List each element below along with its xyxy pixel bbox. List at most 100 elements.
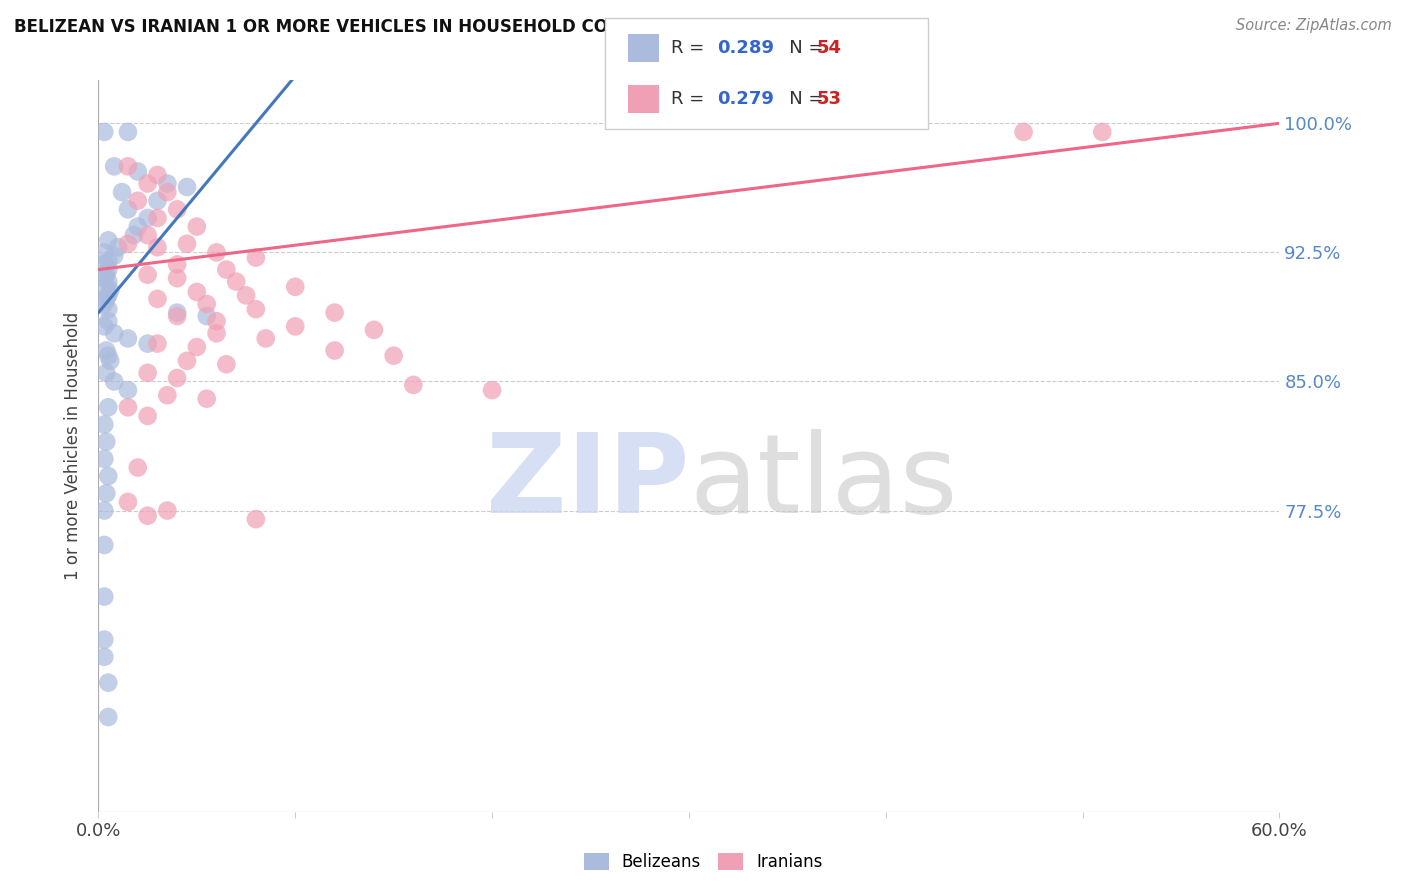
Point	[136, 177, 159, 191]
Point	[254, 331, 277, 345]
Point	[205, 314, 228, 328]
Point	[166, 309, 188, 323]
Point	[117, 125, 139, 139]
Point	[215, 357, 238, 371]
Point	[205, 326, 228, 341]
Point	[97, 675, 120, 690]
Point	[176, 353, 198, 368]
Text: R =: R =	[671, 90, 710, 108]
Point	[176, 236, 198, 251]
Point	[186, 285, 208, 299]
Point	[117, 383, 139, 397]
Point	[323, 305, 346, 319]
Point	[146, 211, 169, 225]
Point	[117, 202, 139, 217]
Point	[97, 349, 120, 363]
Point	[96, 486, 118, 500]
Point	[122, 228, 145, 243]
Point	[363, 323, 385, 337]
Point	[103, 326, 125, 341]
Point	[96, 280, 118, 294]
Text: Source: ZipAtlas.com: Source: ZipAtlas.com	[1236, 18, 1392, 33]
Text: N =: N =	[772, 39, 830, 57]
Point	[93, 503, 115, 517]
Point	[481, 383, 503, 397]
Point	[103, 159, 125, 173]
Point	[215, 262, 238, 277]
Text: ZIP: ZIP	[485, 429, 689, 536]
Point	[97, 233, 120, 247]
Point	[205, 245, 228, 260]
Point	[245, 251, 267, 265]
Text: 53: 53	[817, 90, 842, 108]
Legend: Belizeans, Iranians: Belizeans, Iranians	[575, 845, 831, 880]
Point	[117, 401, 139, 415]
Point	[93, 257, 115, 271]
Point	[166, 305, 188, 319]
Point	[323, 343, 346, 358]
Point	[235, 288, 257, 302]
Point	[382, 349, 405, 363]
Point	[93, 271, 115, 285]
Point	[93, 245, 115, 260]
Point	[136, 508, 159, 523]
Point	[1012, 125, 1035, 139]
Point	[93, 538, 115, 552]
Y-axis label: 1 or more Vehicles in Household: 1 or more Vehicles in Household	[65, 312, 83, 580]
Point	[117, 159, 139, 173]
Text: 0.279: 0.279	[717, 90, 773, 108]
Point	[136, 268, 159, 282]
Point	[93, 125, 115, 139]
Point	[93, 297, 115, 311]
Text: R =: R =	[671, 39, 710, 57]
Text: 54: 54	[817, 39, 842, 57]
Point	[97, 302, 120, 317]
Point	[195, 309, 218, 323]
Point	[93, 417, 115, 432]
Point	[136, 211, 159, 225]
Point	[93, 451, 115, 466]
Point	[146, 240, 169, 254]
Point	[166, 202, 188, 217]
Point	[98, 283, 121, 297]
Point	[195, 297, 218, 311]
Point	[117, 495, 139, 509]
Text: BELIZEAN VS IRANIAN 1 OR MORE VEHICLES IN HOUSEHOLD CORRELATION CHART: BELIZEAN VS IRANIAN 1 OR MORE VEHICLES I…	[14, 18, 780, 36]
Point	[284, 319, 307, 334]
Point	[176, 180, 198, 194]
Point	[136, 366, 159, 380]
Point	[127, 219, 149, 234]
Point	[136, 228, 159, 243]
Point	[127, 460, 149, 475]
Point	[146, 194, 169, 208]
Point	[98, 353, 121, 368]
Point	[225, 275, 247, 289]
Point	[97, 469, 120, 483]
Point	[146, 168, 169, 182]
Point	[166, 371, 188, 385]
Point	[136, 336, 159, 351]
Point	[245, 512, 267, 526]
Point	[111, 185, 134, 199]
Point	[127, 164, 149, 178]
Point	[156, 388, 179, 402]
Point	[97, 288, 120, 302]
Point	[97, 254, 120, 268]
Point	[97, 262, 120, 277]
Point	[93, 590, 115, 604]
Point	[96, 366, 118, 380]
Point	[96, 434, 118, 449]
Point	[156, 185, 179, 199]
Point	[97, 401, 120, 415]
Point	[103, 249, 125, 263]
Point	[97, 710, 120, 724]
Point	[284, 280, 307, 294]
Point	[186, 219, 208, 234]
Point	[195, 392, 218, 406]
Point	[117, 331, 139, 345]
Point	[166, 257, 188, 271]
Point	[136, 409, 159, 423]
Point	[245, 302, 267, 317]
Point	[93, 319, 115, 334]
Point	[166, 271, 188, 285]
